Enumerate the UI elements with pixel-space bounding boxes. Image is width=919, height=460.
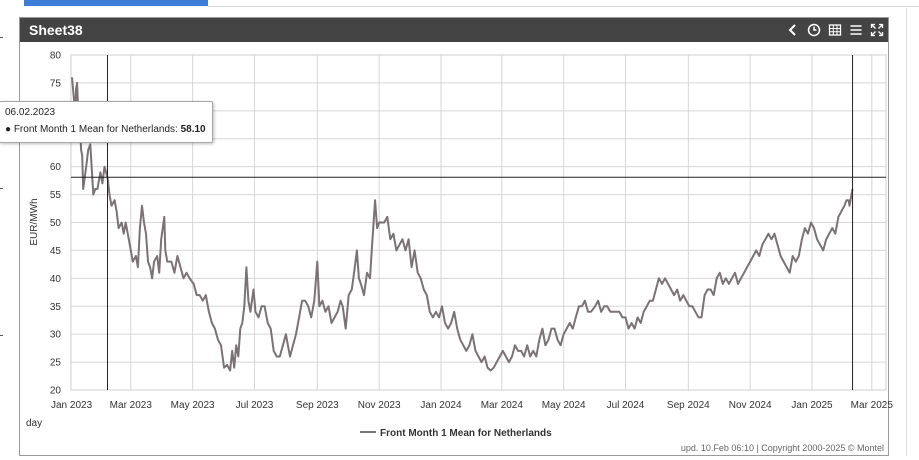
- clock-icon[interactable]: [805, 21, 823, 39]
- x-tick-label: Sep 2024: [667, 400, 710, 411]
- x-tick-label: Jan 2023: [51, 400, 93, 411]
- legend[interactable]: Front Month 1 Mean for Netherlands: [360, 428, 552, 439]
- legend-label: Front Month 1 Mean for Netherlands: [380, 428, 552, 439]
- y-tick-label: 35: [50, 302, 62, 313]
- x-tick-label: Sep 2023: [296, 400, 339, 411]
- top-divider: [208, 6, 919, 7]
- y-tick-label: 25: [50, 358, 62, 369]
- widget-toolbar: [784, 21, 886, 39]
- y-tick-label: 30: [50, 330, 62, 341]
- plot-area: [70, 54, 887, 391]
- x-tick-label: Mar 2025: [851, 400, 894, 411]
- x-tick-label: Nov 2023: [358, 400, 401, 411]
- expand-icon[interactable]: [868, 21, 886, 39]
- y-tick-label: 50: [50, 218, 62, 229]
- y-tick-label: 20: [50, 386, 62, 397]
- x-tick-label: Jan 2024: [420, 400, 462, 411]
- y-tick-label: 55: [50, 190, 62, 201]
- x-tick-label: May 2023: [171, 400, 215, 411]
- widget-titlebar: Sheet38: [20, 18, 888, 42]
- chevron-left-icon[interactable]: [784, 21, 802, 39]
- footer-note: upd. 10.Feb 06:10 | Copyright 2000-2025 …: [681, 443, 884, 453]
- x-tick-label: Jul 2023: [236, 400, 274, 411]
- series-line: [71, 77, 854, 372]
- table-icon[interactable]: [826, 21, 844, 39]
- y-tick-label: 75: [50, 78, 62, 89]
- menu-icon[interactable]: [847, 21, 865, 39]
- browser-tab-highlight: [24, 0, 208, 6]
- y-tick-label: 60: [50, 162, 62, 173]
- tooltip-series-name: Front Month 1 Mean for Netherlands:: [13, 124, 178, 135]
- y-axis-label: EUR/MWh: [29, 198, 40, 245]
- y-tick-label: 45: [50, 246, 62, 257]
- x-tick-label: Jan 2025: [791, 400, 833, 411]
- scroll-guide: [906, 8, 907, 456]
- tooltip: 06.02.2023 ● Front Month 1 Mean for Neth…: [0, 101, 213, 143]
- widget-title: Sheet38: [29, 22, 83, 38]
- x-tick-label: May 2024: [542, 400, 586, 411]
- x-tick-label: Mar 2024: [481, 400, 524, 411]
- x-tick-label: Mar 2023: [110, 400, 153, 411]
- x-axis-label: day: [26, 418, 42, 429]
- tooltip-date: 06.02.2023: [5, 107, 56, 118]
- tooltip-series-row: ● Front Month 1 Mean for Netherlands: 58…: [5, 124, 207, 135]
- x-tick-label: Jul 2024: [607, 400, 645, 411]
- x-tick-label: Nov 2024: [729, 400, 772, 411]
- tooltip-bullet: ●: [5, 124, 12, 135]
- y-tick-label: 40: [50, 274, 62, 285]
- y-tick-label: 80: [50, 51, 62, 62]
- tooltip-value: 58.10: [180, 124, 206, 135]
